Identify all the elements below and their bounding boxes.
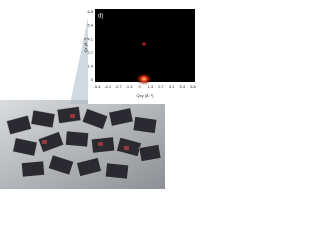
x-tick-label: 2.7 [158, 84, 164, 89]
diffraction-spot [141, 41, 147, 47]
x-tick-label: 1.3 [148, 84, 154, 89]
x-tick-label: -5.4 [94, 84, 102, 89]
y-tick-label: 5.4 [87, 23, 93, 28]
x-tick-label: 5.4 [180, 84, 186, 89]
x-tick-label: 4.1 [169, 84, 175, 89]
x-tick-label: -2.7 [115, 84, 123, 89]
y-tick-label: 6.8 [87, 9, 93, 14]
x-tick-label: 6.8 [190, 84, 196, 89]
y-tick-label: 0 [91, 77, 94, 82]
device-pads [42, 114, 129, 150]
figure: d) Qz (Å⁻¹) Qxy (Å⁻¹) -5.4 -4.1 -2.7 -1.3 0 1… [0, 6, 200, 189]
diffraction-base [136, 73, 152, 85]
tick-labels: -5.4 -4.1 -2.7 -1.3 0 1.3 2.7 4.1 5.4 6.8 0 1.4 2.7 4… [87, 9, 196, 89]
y-axis-title: Qz (Å⁻¹) [83, 37, 88, 53]
y-tick-label: 4.1 [87, 36, 93, 41]
x-tick-label: -4.1 [104, 84, 112, 89]
x-tick-label: -1.3 [126, 84, 134, 89]
y-tick-label: 1.4 [87, 63, 93, 68]
x-tick-label: 0 [139, 84, 142, 89]
x-axis-title: Qxy (Å⁻¹) [137, 93, 155, 98]
panel-label: d) [98, 14, 103, 20]
y-tick-label: 2.7 [87, 50, 93, 55]
